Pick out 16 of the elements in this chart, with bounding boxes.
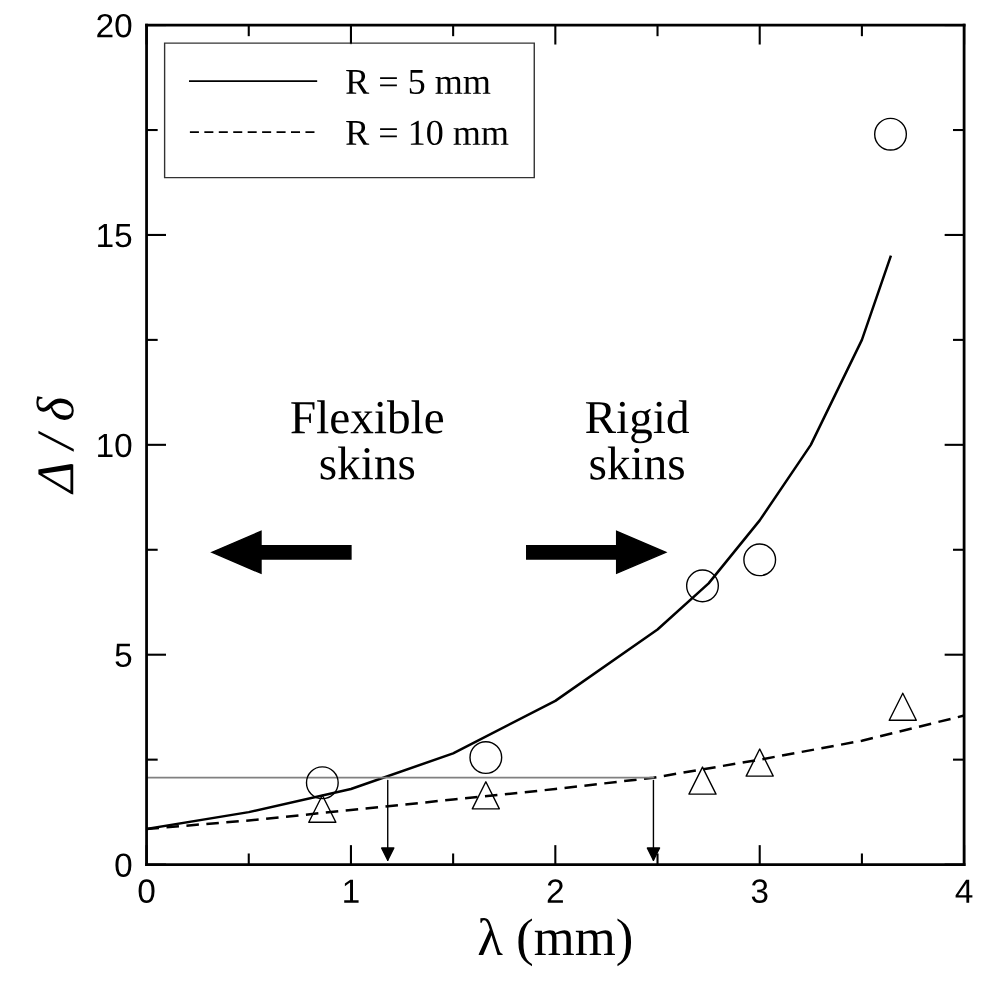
- x-tick-label: 3: [751, 879, 768, 903]
- y-tick-label: 5: [115, 643, 132, 668]
- y-axis-title: Δ / δ: [36, 396, 74, 495]
- legend-label: R = 10 mm: [346, 120, 509, 146]
- legend-label: R = 5 mm: [346, 70, 491, 95]
- x-tick-label: 4: [955, 879, 973, 903]
- y-tick-label: 15: [98, 224, 132, 248]
- y-tick-label: 20: [97, 13, 132, 38]
- y-tick-label: 0: [115, 853, 132, 877]
- x-tick-label: 2: [547, 879, 563, 903]
- x-tick-label: 1: [344, 879, 359, 903]
- annotation: Flexible skins: [291, 400, 444, 480]
- x-tick-label: 0: [138, 879, 155, 903]
- y-tick-label: 10: [98, 433, 132, 458]
- x-axis-title: λ (mm): [478, 917, 632, 967]
- annotation: Rigid skins: [585, 400, 689, 480]
